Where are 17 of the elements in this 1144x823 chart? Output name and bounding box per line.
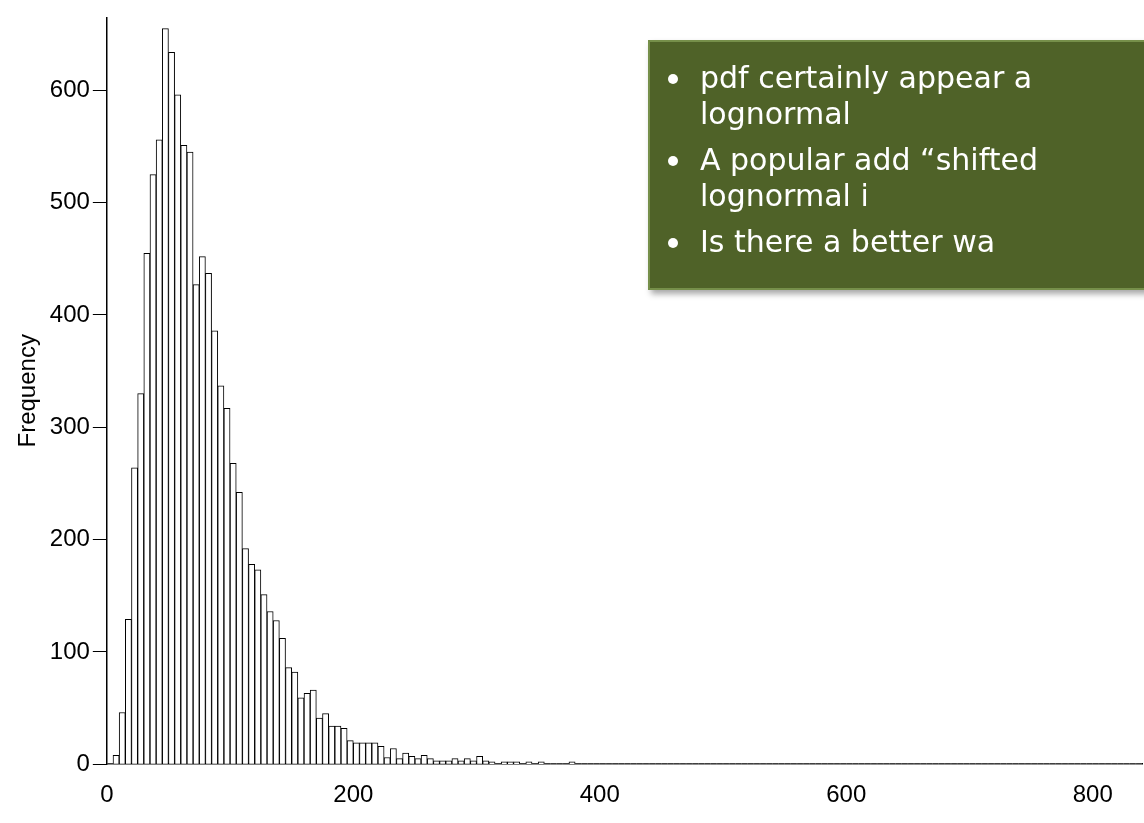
y-axis-title: Frequency bbox=[13, 334, 41, 448]
y-tick-label: 0 bbox=[76, 748, 90, 776]
y-tick-label: 200 bbox=[49, 524, 90, 552]
x-tick-label: 200 bbox=[333, 780, 374, 808]
y-tick-label: 500 bbox=[49, 187, 90, 215]
callout-box: pdf certainly appear a lognormal A popular add “shifted lognormal i Is there a better wa bbox=[648, 40, 1144, 290]
y-tick-label: 600 bbox=[49, 75, 90, 103]
annotation: pdf certainly appear a lognormal bbox=[700, 60, 1034, 132]
y-tick-label: 100 bbox=[49, 636, 90, 664]
annotation: A popular add “shifted lognormal i bbox=[700, 142, 1039, 214]
x-tick-label: 0 bbox=[100, 780, 114, 808]
y-tick-label: 400 bbox=[49, 299, 90, 327]
x-tick-label: 400 bbox=[579, 780, 620, 808]
y-tick-label: 300 bbox=[49, 411, 90, 439]
x-tick-label: 800 bbox=[1072, 780, 1113, 808]
annotation: Is there a better wa bbox=[700, 224, 996, 260]
x-tick-label: 600 bbox=[826, 780, 867, 808]
